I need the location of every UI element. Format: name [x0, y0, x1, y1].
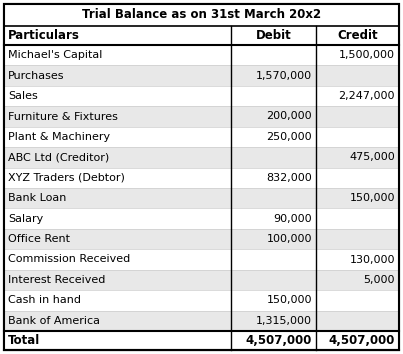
Bar — [4, 65, 399, 86]
Bar — [4, 270, 399, 290]
Text: 130,000: 130,000 — [349, 255, 395, 264]
Bar — [4, 310, 399, 331]
Text: Sales: Sales — [8, 91, 38, 101]
Text: Debit: Debit — [256, 29, 291, 42]
Text: 90,000: 90,000 — [273, 214, 312, 224]
Bar — [4, 86, 399, 106]
Text: 1,500,000: 1,500,000 — [339, 50, 395, 60]
Bar — [4, 106, 399, 127]
Text: 100,000: 100,000 — [266, 234, 312, 244]
Text: Office Rent: Office Rent — [8, 234, 70, 244]
Text: Bank Loan: Bank Loan — [8, 193, 66, 203]
Text: Credit: Credit — [337, 29, 378, 42]
Bar — [4, 249, 399, 270]
Bar — [4, 167, 399, 188]
Text: 1,570,000: 1,570,000 — [256, 71, 312, 81]
Text: Purchases: Purchases — [8, 71, 64, 81]
Bar — [4, 209, 399, 229]
Bar — [4, 188, 399, 209]
Text: Particulars: Particulars — [8, 29, 80, 42]
Text: 475,000: 475,000 — [349, 152, 395, 162]
Bar — [4, 229, 399, 249]
Text: Michael's Capital: Michael's Capital — [8, 50, 102, 60]
Bar — [4, 147, 399, 167]
Text: 2,247,000: 2,247,000 — [339, 91, 395, 101]
Text: XYZ Traders (Debtor): XYZ Traders (Debtor) — [8, 173, 125, 183]
Text: Total: Total — [8, 334, 40, 347]
Bar — [4, 127, 399, 147]
Bar — [4, 290, 399, 310]
Text: 200,000: 200,000 — [266, 112, 312, 121]
Bar — [4, 4, 399, 26]
Text: Furniture & Fixtures: Furniture & Fixtures — [8, 112, 118, 121]
Text: 4,507,000: 4,507,000 — [246, 334, 312, 347]
Text: 1,315,000: 1,315,000 — [256, 316, 312, 326]
Text: 4,507,000: 4,507,000 — [328, 334, 395, 347]
Text: Cash in hand: Cash in hand — [8, 295, 81, 306]
Bar — [4, 26, 399, 45]
Text: 250,000: 250,000 — [266, 132, 312, 142]
Text: Commission Received: Commission Received — [8, 255, 130, 264]
Text: 5,000: 5,000 — [364, 275, 395, 285]
Text: Bank of America: Bank of America — [8, 316, 100, 326]
Text: Interest Received: Interest Received — [8, 275, 105, 285]
Text: 832,000: 832,000 — [266, 173, 312, 183]
Bar — [4, 331, 399, 350]
Text: Trial Balance as on 31st March 20x2: Trial Balance as on 31st March 20x2 — [82, 8, 321, 22]
Bar — [4, 45, 399, 65]
Text: Salary: Salary — [8, 214, 43, 224]
Text: ABC Ltd (Creditor): ABC Ltd (Creditor) — [8, 152, 109, 162]
Text: Plant & Machinery: Plant & Machinery — [8, 132, 110, 142]
Text: 150,000: 150,000 — [266, 295, 312, 306]
Text: 150,000: 150,000 — [349, 193, 395, 203]
